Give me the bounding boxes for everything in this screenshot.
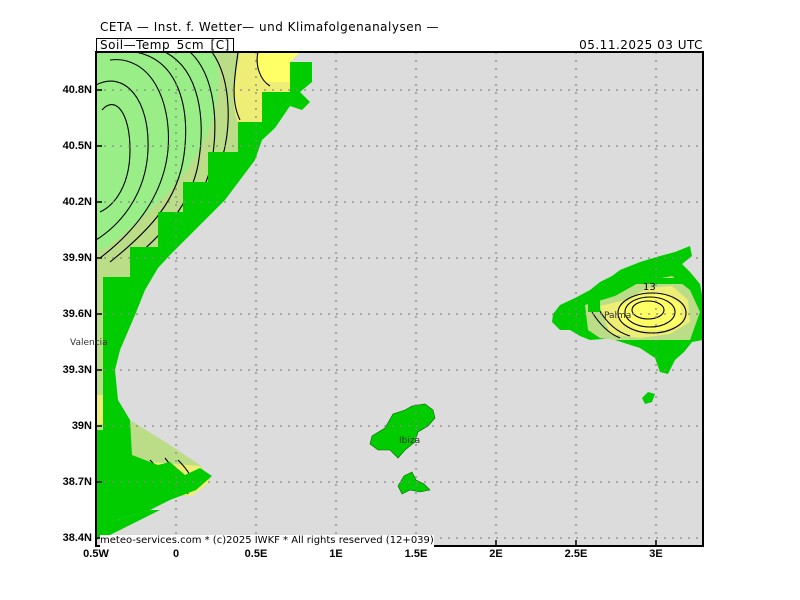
formentera-island — [397, 471, 431, 495]
map-grid — [96, 52, 703, 546]
lat-tick-label: 39N — [71, 420, 92, 432]
lon-tick-label: 2E — [489, 548, 503, 560]
lat-tick-label: 38.4N — [62, 532, 92, 544]
lat-tick-label: 40.2N — [62, 196, 92, 208]
lon-tick-label: 1E — [329, 548, 343, 560]
ibiza-island — [369, 403, 436, 459]
city-label-ibiza: Ibiza — [399, 436, 421, 446]
city-label-valencia: Valencia — [70, 338, 108, 348]
lon-tick-label: 0 — [172, 548, 180, 560]
datetime-label: 05.11.2025 03 UTC — [579, 38, 703, 52]
lat-tick-label: 40.8N — [62, 84, 92, 96]
chart-title: CETA — Inst. f. Wetter— und Klimafolgena… — [100, 20, 440, 34]
lon-tick-label: 2.5E — [564, 548, 588, 560]
contour-value-label: 13 — [643, 282, 656, 293]
lon-tick-label: 0.5E — [244, 548, 268, 560]
lon-tick-label: 0.5W — [83, 548, 109, 560]
lon-tick-label: 1.5E — [404, 548, 428, 560]
lon-tick-label: 3E — [649, 548, 663, 560]
lat-tick-label: 38.7N — [62, 476, 92, 488]
copyright-credit: meteo-services.com * (c)2025 IWKF * All … — [100, 535, 434, 547]
lat-tick-label: 40.5N — [62, 140, 92, 152]
lat-tick-label: 39.6N — [62, 308, 92, 320]
lat-tick-label: 39.9N — [62, 252, 92, 264]
coast-mainland — [96, 62, 312, 540]
cabrera-island — [642, 392, 655, 404]
lat-tick-label: 39.3N — [62, 364, 92, 376]
city-label-palma: Palma — [604, 311, 632, 321]
